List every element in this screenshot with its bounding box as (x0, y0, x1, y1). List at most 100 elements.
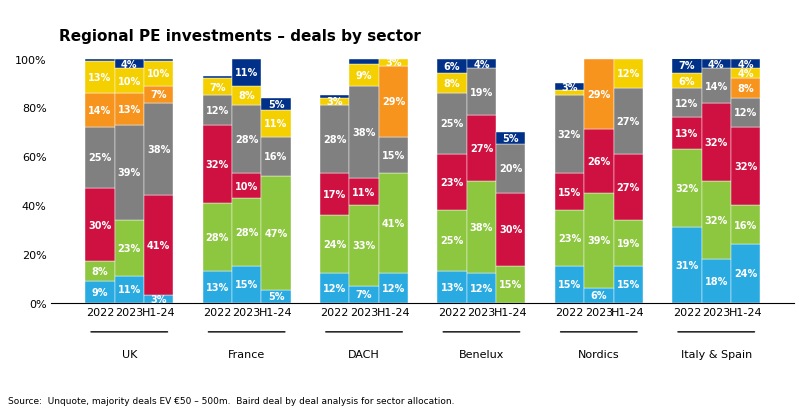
Text: 11%: 11% (235, 68, 258, 78)
Text: 11%: 11% (353, 187, 375, 197)
Bar (555, 91, 584, 96)
Bar (672, 228, 701, 303)
Bar (85, 261, 115, 281)
Bar (672, 57, 701, 74)
Bar (261, 176, 290, 291)
Text: 10%: 10% (235, 181, 258, 191)
Text: 12%: 12% (734, 108, 757, 118)
Bar (232, 174, 261, 198)
Bar (349, 64, 379, 86)
Bar (672, 74, 701, 89)
Text: 13%: 13% (440, 282, 464, 292)
Text: 23%: 23% (558, 233, 581, 243)
Bar (144, 86, 173, 103)
Text: 8%: 8% (239, 91, 255, 101)
Text: 29%: 29% (587, 90, 611, 100)
Text: 27%: 27% (470, 143, 493, 153)
Text: 28%: 28% (323, 135, 346, 145)
Bar (496, 133, 526, 145)
Bar (261, 111, 290, 138)
Text: 28%: 28% (205, 232, 229, 242)
Text: 32%: 32% (734, 161, 757, 171)
Bar (438, 271, 467, 303)
Text: 39%: 39% (587, 236, 611, 246)
Text: 9%: 9% (91, 287, 108, 297)
Text: 30%: 30% (88, 220, 112, 230)
Text: 41%: 41% (382, 219, 405, 229)
Text: 15%: 15% (235, 280, 258, 290)
Bar (731, 59, 760, 69)
Text: 32%: 32% (558, 130, 581, 140)
Bar (613, 220, 643, 266)
Text: 4%: 4% (708, 59, 725, 69)
Text: 14%: 14% (705, 81, 728, 91)
Bar (731, 244, 760, 303)
Text: Source:  Unquote, majority deals EV €50 – 500m.  Baird deal by deal analysis for: Source: Unquote, majority deals EV €50 –… (8, 396, 455, 405)
Text: 11%: 11% (265, 119, 288, 129)
Bar (261, 98, 290, 111)
Text: 25%: 25% (88, 153, 112, 163)
Bar (496, 266, 526, 303)
Bar (202, 76, 232, 79)
Bar (701, 181, 731, 259)
Bar (613, 59, 643, 89)
Text: 15%: 15% (382, 151, 405, 161)
Text: 5%: 5% (268, 292, 284, 302)
Bar (232, 266, 261, 303)
Text: 3%: 3% (385, 58, 401, 68)
Text: 7%: 7% (150, 90, 167, 100)
Text: 8%: 8% (444, 79, 460, 89)
Text: 28%: 28% (235, 227, 258, 237)
Text: 8%: 8% (91, 266, 108, 276)
Text: 26%: 26% (587, 157, 611, 167)
Bar (349, 286, 379, 303)
Bar (555, 174, 584, 210)
Text: 32%: 32% (705, 137, 728, 147)
Text: 20%: 20% (499, 164, 523, 174)
Bar (202, 79, 232, 96)
Text: 17%: 17% (323, 190, 346, 199)
Bar (349, 59, 379, 64)
Bar (379, 274, 408, 303)
Bar (379, 174, 408, 274)
Bar (232, 86, 261, 106)
Bar (555, 210, 584, 266)
Bar (467, 274, 496, 303)
Bar (613, 266, 643, 303)
Text: 13%: 13% (676, 129, 698, 139)
Text: 38%: 38% (147, 145, 171, 154)
Text: 15%: 15% (558, 187, 581, 197)
Text: 16%: 16% (734, 220, 757, 230)
Bar (85, 59, 115, 62)
Bar (320, 215, 349, 274)
Text: 29%: 29% (382, 97, 405, 107)
Text: 32%: 32% (705, 215, 728, 225)
Bar (320, 98, 349, 106)
Bar (672, 118, 701, 150)
Bar (320, 106, 349, 174)
Bar (467, 59, 496, 69)
Text: 15%: 15% (616, 280, 640, 290)
Text: 19%: 19% (470, 88, 493, 97)
Bar (202, 271, 232, 303)
Bar (85, 188, 115, 261)
Bar (496, 145, 526, 193)
Text: 25%: 25% (440, 236, 464, 246)
Text: UK: UK (121, 349, 137, 359)
Text: 3%: 3% (327, 97, 343, 107)
Text: 12%: 12% (205, 106, 229, 116)
Bar (320, 274, 349, 303)
Bar (555, 96, 584, 174)
Text: 4%: 4% (121, 59, 138, 69)
Bar (85, 281, 115, 303)
Bar (232, 106, 261, 174)
Bar (379, 67, 408, 138)
Bar (144, 296, 173, 303)
Bar (202, 125, 232, 203)
Text: 5%: 5% (502, 134, 519, 144)
Bar (115, 125, 144, 220)
Bar (232, 59, 261, 86)
Bar (144, 103, 173, 196)
Bar (115, 220, 144, 276)
Bar (438, 74, 467, 94)
